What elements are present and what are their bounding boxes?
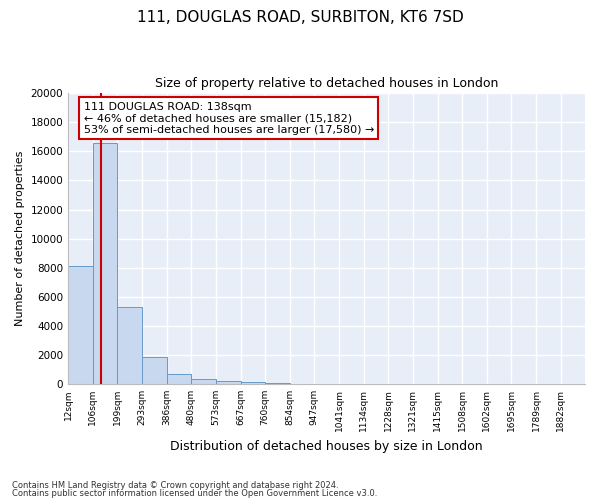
Text: Contains public sector information licensed under the Open Government Licence v3: Contains public sector information licen… <box>12 488 377 498</box>
Bar <box>142 358 167 384</box>
Bar <box>93 142 118 384</box>
Bar <box>216 382 241 384</box>
Text: Contains HM Land Registry data © Crown copyright and database right 2024.: Contains HM Land Registry data © Crown c… <box>12 481 338 490</box>
Y-axis label: Number of detached properties: Number of detached properties <box>15 151 25 326</box>
Text: 111, DOUGLAS ROAD, SURBITON, KT6 7SD: 111, DOUGLAS ROAD, SURBITON, KT6 7SD <box>137 10 463 25</box>
Bar <box>241 382 265 384</box>
Bar <box>191 380 216 384</box>
Bar <box>68 266 93 384</box>
X-axis label: Distribution of detached houses by size in London: Distribution of detached houses by size … <box>170 440 483 452</box>
Text: 111 DOUGLAS ROAD: 138sqm
← 46% of detached houses are smaller (15,182)
53% of se: 111 DOUGLAS ROAD: 138sqm ← 46% of detach… <box>83 102 374 135</box>
Title: Size of property relative to detached houses in London: Size of property relative to detached ho… <box>155 78 498 90</box>
Bar <box>167 374 191 384</box>
Bar <box>118 307 142 384</box>
